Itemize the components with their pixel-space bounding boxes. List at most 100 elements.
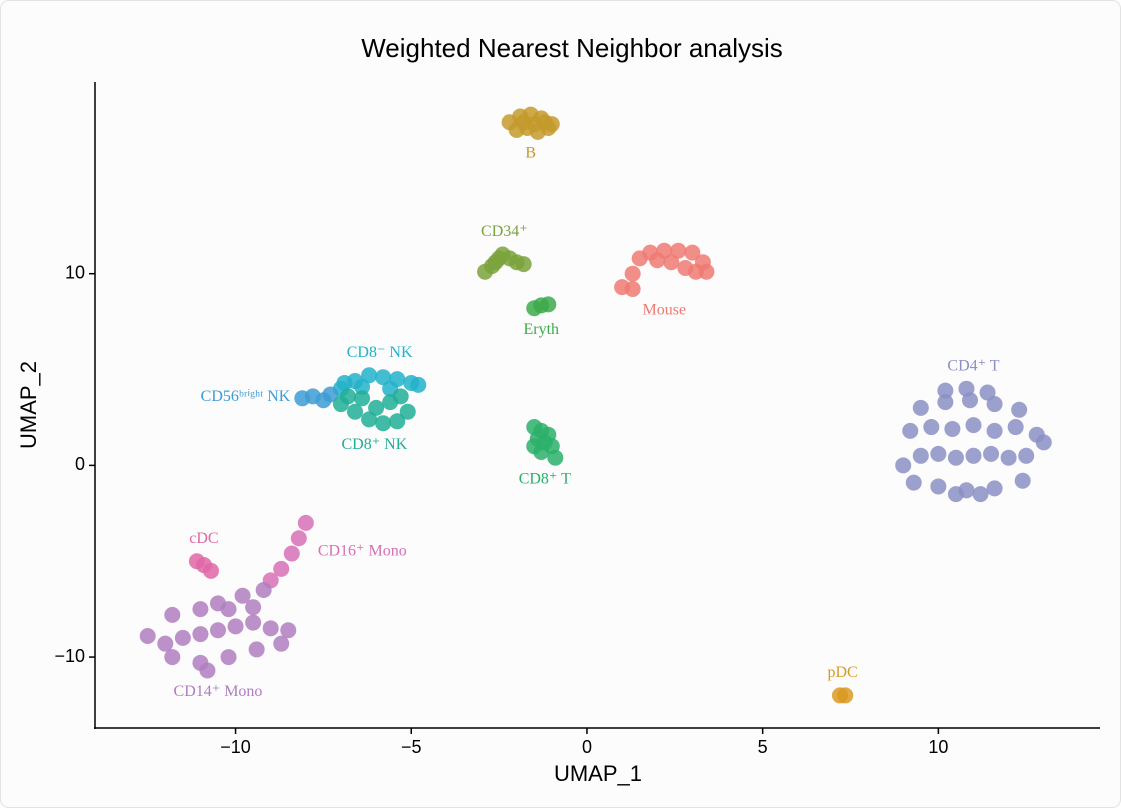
cluster-label: B [525,145,536,162]
x-tick-label: −10 [220,737,251,757]
cluster-label: CD56ᵇʳⁱᵍʰᵗ NK [201,388,291,405]
point [895,457,912,474]
point [234,587,251,604]
point [972,486,989,503]
point [361,411,378,428]
point [336,374,353,391]
point [930,478,947,495]
cluster-label: Mouse [642,302,686,319]
point [958,380,975,397]
point [930,445,947,462]
point [1018,447,1035,464]
point [375,415,392,432]
point [157,635,174,652]
x-tick-label: 5 [758,737,768,757]
point [947,449,964,466]
x-tick-label: 0 [582,737,592,757]
point [947,486,964,503]
point [389,413,406,430]
cluster-label: cDC [189,530,218,547]
point [1000,449,1017,466]
point [164,649,181,666]
point [1014,472,1031,489]
point [965,447,982,464]
point [547,449,564,466]
x-tick-label: 10 [928,737,948,757]
point [1011,401,1028,418]
point [245,599,262,616]
point [361,367,378,384]
point [923,419,940,436]
cluster-label: CD14⁺ Mono [174,683,263,700]
point [536,114,553,131]
point [540,296,557,313]
point [174,629,191,646]
point [192,626,209,643]
point [670,242,687,259]
y-tick-label: 10 [65,262,85,282]
cluster-label: CD8⁻ NK [347,344,413,361]
point [979,384,996,401]
point [139,627,156,644]
point [283,545,300,562]
point [965,417,982,434]
point [273,560,290,577]
point [1028,426,1045,443]
point [347,403,364,420]
cluster-label: CD16⁺ Mono [318,542,407,559]
point [986,396,1003,413]
point [649,252,666,269]
point [273,635,290,652]
point [354,378,371,395]
point [245,614,262,631]
point [220,649,237,666]
cluster-label: pDC [827,664,857,681]
point [912,399,929,416]
point [192,601,209,618]
point [684,244,701,261]
point [375,369,392,386]
point [227,618,244,635]
point [937,382,954,399]
point [322,386,339,403]
y-tick-label: 0 [75,454,85,474]
point [624,265,641,282]
point [202,562,219,579]
point [937,394,954,411]
cluster-label: CD8⁺ T [519,470,571,487]
point [199,662,216,679]
point [902,422,919,439]
point [986,480,1003,497]
point [687,263,704,280]
point [986,422,1003,439]
point [290,530,307,547]
cluster-label: CD8⁺ NK [341,436,407,453]
point [905,474,922,491]
point [262,620,279,637]
point [944,420,961,437]
point [515,256,532,273]
point [164,606,181,623]
y-tick-label: −10 [54,646,85,666]
point [624,281,641,298]
cluster-label: CD34⁺ [481,223,528,240]
point [663,254,680,271]
point [368,399,385,416]
point [392,388,409,405]
point [487,254,504,271]
point [1007,419,1024,436]
cluster-label: CD4⁺ T [947,357,999,374]
point [209,622,226,639]
point [255,581,272,598]
point [837,687,854,704]
point [399,403,416,420]
point [410,376,427,393]
point [297,514,314,531]
chart-title: Weighted Nearest Neighbor analysis [361,33,783,63]
point [248,641,265,658]
x-axis-label: UMAP_1 [554,761,642,786]
point [220,601,237,618]
point [340,388,357,405]
point [354,390,371,407]
y-axis-label: UMAP_2 [16,361,41,449]
